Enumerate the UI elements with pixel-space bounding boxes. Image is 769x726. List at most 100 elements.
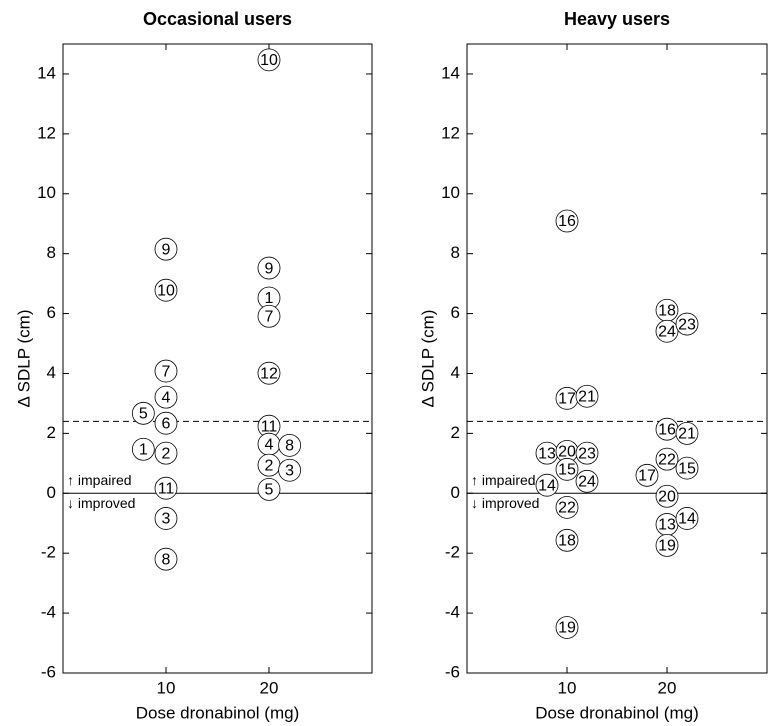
data-point xyxy=(675,421,699,445)
y-tick-label: 2 xyxy=(451,423,460,442)
data-point xyxy=(278,458,302,482)
point-label: 24 xyxy=(658,323,676,340)
data-point xyxy=(154,278,178,302)
data-point xyxy=(655,447,679,471)
point-label: 6 xyxy=(162,415,171,432)
point-label: 8 xyxy=(162,551,171,568)
y-tick-label: 0 xyxy=(451,483,460,502)
y-tick-label: 10 xyxy=(441,183,460,202)
point-label: 13 xyxy=(658,517,676,534)
point-label: 11 xyxy=(158,480,175,497)
data-point xyxy=(535,473,559,497)
panel: Occasional users Dose dronabinol (mg) Δ SD… xyxy=(14,9,373,722)
x-tick-label: 20 xyxy=(260,678,279,697)
y-tick-label: 10 xyxy=(37,183,56,202)
point-label: 10 xyxy=(260,52,278,69)
point-label: 5 xyxy=(139,406,148,423)
y-axis-label: Δ SDLP (cm) xyxy=(14,310,33,408)
point-label: 17 xyxy=(558,391,576,408)
data-point xyxy=(675,312,699,336)
point-label: 3 xyxy=(162,511,171,528)
point-label: 15 xyxy=(678,460,696,477)
data-point xyxy=(257,361,281,385)
y-tick-label: 6 xyxy=(47,303,56,322)
point-label: 22 xyxy=(558,500,576,517)
y-tick-label: 12 xyxy=(37,123,56,142)
point-label: 8 xyxy=(285,438,294,455)
point-label: 5 xyxy=(265,482,274,499)
panel: Heavy users Dose dronabinol (mg) Δ SDLP (c… xyxy=(418,9,768,722)
annotation: ↓ improved xyxy=(67,495,135,511)
point-label: 3 xyxy=(285,462,294,479)
point-label: 20 xyxy=(558,444,576,461)
point-label: 23 xyxy=(678,316,696,333)
point-label: 14 xyxy=(678,511,696,528)
data-point xyxy=(257,48,281,72)
point-label: 2 xyxy=(162,445,171,462)
data-point xyxy=(655,534,679,557)
data-point xyxy=(575,441,599,465)
data-point xyxy=(555,616,579,639)
data-point xyxy=(154,507,178,530)
data-point xyxy=(131,401,155,425)
point-label: 21 xyxy=(678,426,696,443)
point-label: 4 xyxy=(162,389,171,406)
data-point xyxy=(154,237,178,261)
data-point xyxy=(154,476,178,500)
panel-title: Heavy users xyxy=(564,9,670,29)
data-point xyxy=(154,547,178,571)
data-point xyxy=(257,304,281,328)
point-label: 9 xyxy=(265,260,274,277)
annotation: ↓ improved xyxy=(471,495,539,511)
data-point xyxy=(555,528,579,552)
point-label: 2 xyxy=(265,457,274,474)
y-tick-label: -4 xyxy=(41,603,56,622)
data-point xyxy=(154,411,178,435)
y-tick-label: -6 xyxy=(41,662,56,681)
x-tick-label: 10 xyxy=(558,678,577,697)
y-tick-label: 8 xyxy=(451,243,460,262)
point-label: 9 xyxy=(162,241,171,258)
data-point xyxy=(575,469,599,493)
y-tick-label: -4 xyxy=(445,603,460,622)
plot-area xyxy=(62,43,373,674)
data-point xyxy=(655,484,679,508)
y-tick-label: 2 xyxy=(47,423,56,442)
y-tick-label: 6 xyxy=(451,303,460,322)
point-label: 10 xyxy=(157,282,175,299)
point-label: 21 xyxy=(578,388,596,405)
data-point xyxy=(675,456,699,480)
data-point xyxy=(257,477,281,501)
point-label: 24 xyxy=(578,474,596,491)
data-point xyxy=(278,433,302,457)
annotation: ↑ impaired xyxy=(67,472,132,488)
y-tick-label: -2 xyxy=(445,543,460,562)
point-label: 7 xyxy=(265,308,274,325)
data-point xyxy=(575,384,599,408)
y-axis-label: Δ SDLP (cm) xyxy=(418,310,437,408)
x-tick-label: 10 xyxy=(157,678,176,697)
data-point xyxy=(635,463,659,487)
point-label: 15 xyxy=(558,462,576,479)
point-label: 12 xyxy=(260,365,278,382)
point-label: 23 xyxy=(578,445,596,462)
point-label: 22 xyxy=(658,451,676,468)
point-label: 19 xyxy=(558,620,576,637)
y-tick-label: 0 xyxy=(47,483,56,502)
point-label: 19 xyxy=(658,538,676,555)
y-tick-label: -2 xyxy=(41,543,56,562)
data-point xyxy=(675,507,699,530)
data-point xyxy=(154,359,178,383)
point-label: 4 xyxy=(265,436,274,453)
point-label: 16 xyxy=(658,421,676,438)
annotation: ↑ impaired xyxy=(471,472,536,488)
point-label: 7 xyxy=(162,363,171,380)
point-label: 11 xyxy=(261,418,278,435)
y-tick-label: 8 xyxy=(47,243,56,262)
y-tick-label: 14 xyxy=(37,63,56,82)
x-axis-label: Dose dronabinol (mg) xyxy=(535,703,698,722)
data-point xyxy=(257,256,281,280)
x-tick-label: 20 xyxy=(658,678,677,697)
data-point xyxy=(555,209,579,233)
